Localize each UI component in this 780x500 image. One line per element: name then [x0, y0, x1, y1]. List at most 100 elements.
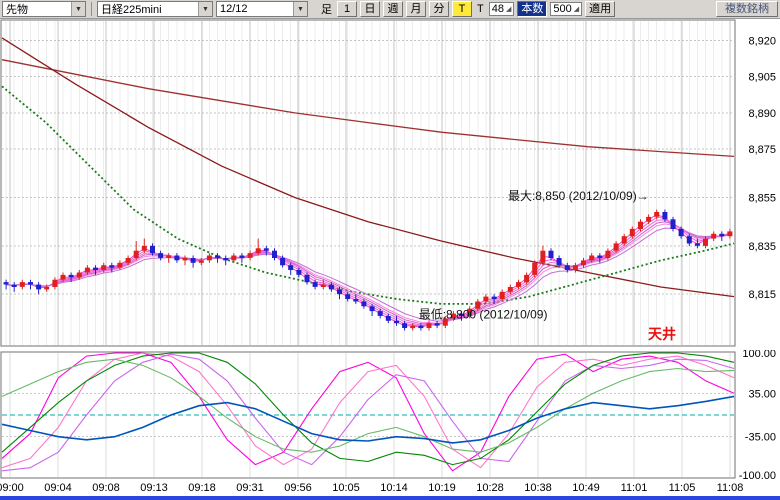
candle-body: [231, 255, 237, 261]
candle-body: [68, 274, 74, 278]
candle-body: [158, 253, 164, 258]
candle-body: [638, 221, 643, 229]
candle-body: [711, 233, 717, 239]
candle-body: [540, 250, 546, 263]
symbol-select[interactable]: 日経225mini ▼: [97, 1, 213, 17]
interval-day-button[interactable]: 日: [360, 1, 380, 17]
price-axis-label: 8,815: [748, 289, 776, 301]
candle-body: [239, 255, 245, 258]
bottom-scrollbar[interactable]: [0, 496, 780, 500]
time-label: 10:28: [476, 482, 504, 494]
price-axis-label: 8,835: [748, 241, 776, 253]
tick-mode-button[interactable]: T: [452, 1, 472, 17]
candle-body: [369, 306, 375, 312]
candle-body: [662, 212, 668, 220]
date-select[interactable]: 12/12 ▼: [216, 1, 308, 17]
indicator-axis-label: 100.00: [742, 350, 776, 360]
candle-body: [654, 212, 660, 217]
indicator-line-rci-short2: [1, 352, 735, 469]
candle-body: [727, 231, 733, 237]
candle-body: [125, 258, 131, 263]
candle-body: [377, 311, 383, 316]
candle-body: [52, 279, 58, 287]
candle-body: [434, 323, 440, 326]
candle-body: [361, 301, 367, 307]
candle-body: [613, 243, 619, 251]
interval-month-button[interactable]: 月: [406, 1, 426, 17]
candle-body: [524, 274, 530, 283]
candle-body: [215, 255, 220, 258]
candle-body: [507, 287, 513, 292]
indicator-line-rci-long2: [1, 358, 735, 453]
candle-body: [345, 294, 351, 299]
candle-body: [629, 228, 635, 237]
candle-body: [450, 313, 456, 319]
candle-body: [101, 265, 107, 270]
time-label: 09:13: [140, 482, 168, 494]
tick-type-label: T: [477, 3, 484, 15]
candle-body: [459, 313, 464, 316]
candle-body: [44, 287, 50, 290]
candle-body: [353, 299, 359, 302]
apply-button[interactable]: 適用: [585, 1, 616, 17]
market-select[interactable]: 先物 ▼: [2, 1, 86, 17]
price-axis-label: 8,875: [748, 144, 776, 156]
candle-body: [296, 270, 302, 275]
multi-symbol-button[interactable]: 複数銘柄: [716, 1, 778, 17]
indicator-axis-label: -100.00: [739, 470, 776, 481]
candle-body: [11, 284, 17, 287]
chevron-down-icon[interactable]: ▼: [198, 2, 212, 16]
candle-body: [223, 258, 229, 261]
spinner-icon: ◢: [505, 5, 512, 13]
indicator-line-signal: [1, 395, 735, 444]
time-label: 11:05: [668, 482, 696, 494]
indicator-axis-label: 35.00: [748, 388, 776, 400]
indicator-line-rci-short: [1, 352, 735, 472]
bar-count-input[interactable]: 500 ◢: [550, 2, 583, 16]
candle-body: [605, 250, 611, 258]
candle-body: [182, 258, 188, 261]
time-label: 10:49: [572, 482, 600, 494]
candle-body: [174, 255, 180, 261]
chevron-down-icon[interactable]: ▼: [293, 2, 307, 16]
candle-body: [304, 274, 310, 283]
candle-body: [572, 265, 578, 270]
candle-body: [84, 267, 90, 273]
interval-week-button[interactable]: 週: [383, 1, 403, 17]
bar-count-button[interactable]: 本数: [517, 1, 548, 17]
price-axis-label: 8,890: [748, 108, 776, 120]
candle-body: [670, 219, 676, 229]
candle-body: [694, 243, 700, 246]
price-chart: 8,920 8,905 8,890 8,875 8,855 8,835 8,815 最大:8,…: [0, 19, 776, 347]
candle-body: [109, 265, 115, 268]
time-label: 09:04: [44, 482, 72, 494]
candle-body: [280, 258, 286, 266]
time-label: 09:00: [0, 482, 24, 494]
bar-type-label: 足: [321, 4, 332, 16]
time-axis: 09:00 09:04 09:08 09:13 09:18 09:31 09:56 10:05…: [0, 481, 780, 496]
candle-body: [255, 248, 261, 254]
time-label: 10:19: [428, 482, 456, 494]
symbol-select-value: 日経225mini: [101, 4, 162, 16]
candle-body: [556, 258, 562, 266]
candle-body: [3, 282, 9, 285]
time-label: 09:31: [236, 482, 264, 494]
interval-minute-button[interactable]: 分: [429, 1, 449, 17]
time-label: 09:18: [188, 482, 216, 494]
candle-body: [548, 250, 554, 258]
max-price-annotation: 最大:8,850 (2012/10/09)→: [508, 189, 649, 203]
tick-count-input[interactable]: 48 ◢: [488, 2, 515, 16]
interval-1min-button[interactable]: 1: [337, 1, 357, 17]
indicator-line-rci-long: [1, 352, 735, 466]
chevron-down-icon[interactable]: ▼: [71, 2, 85, 16]
candle-body: [646, 216, 652, 222]
time-label: 09:08: [92, 482, 120, 494]
candle-body: [328, 284, 334, 290]
candle-body: [28, 282, 33, 285]
price-axis-label: 8,920: [748, 35, 776, 47]
main-grid: [2, 21, 734, 345]
candle-body: [402, 323, 408, 328]
indicator-axis-label: -35.00: [745, 432, 776, 444]
candle-body: [394, 320, 399, 324]
candle-body: [467, 308, 473, 316]
